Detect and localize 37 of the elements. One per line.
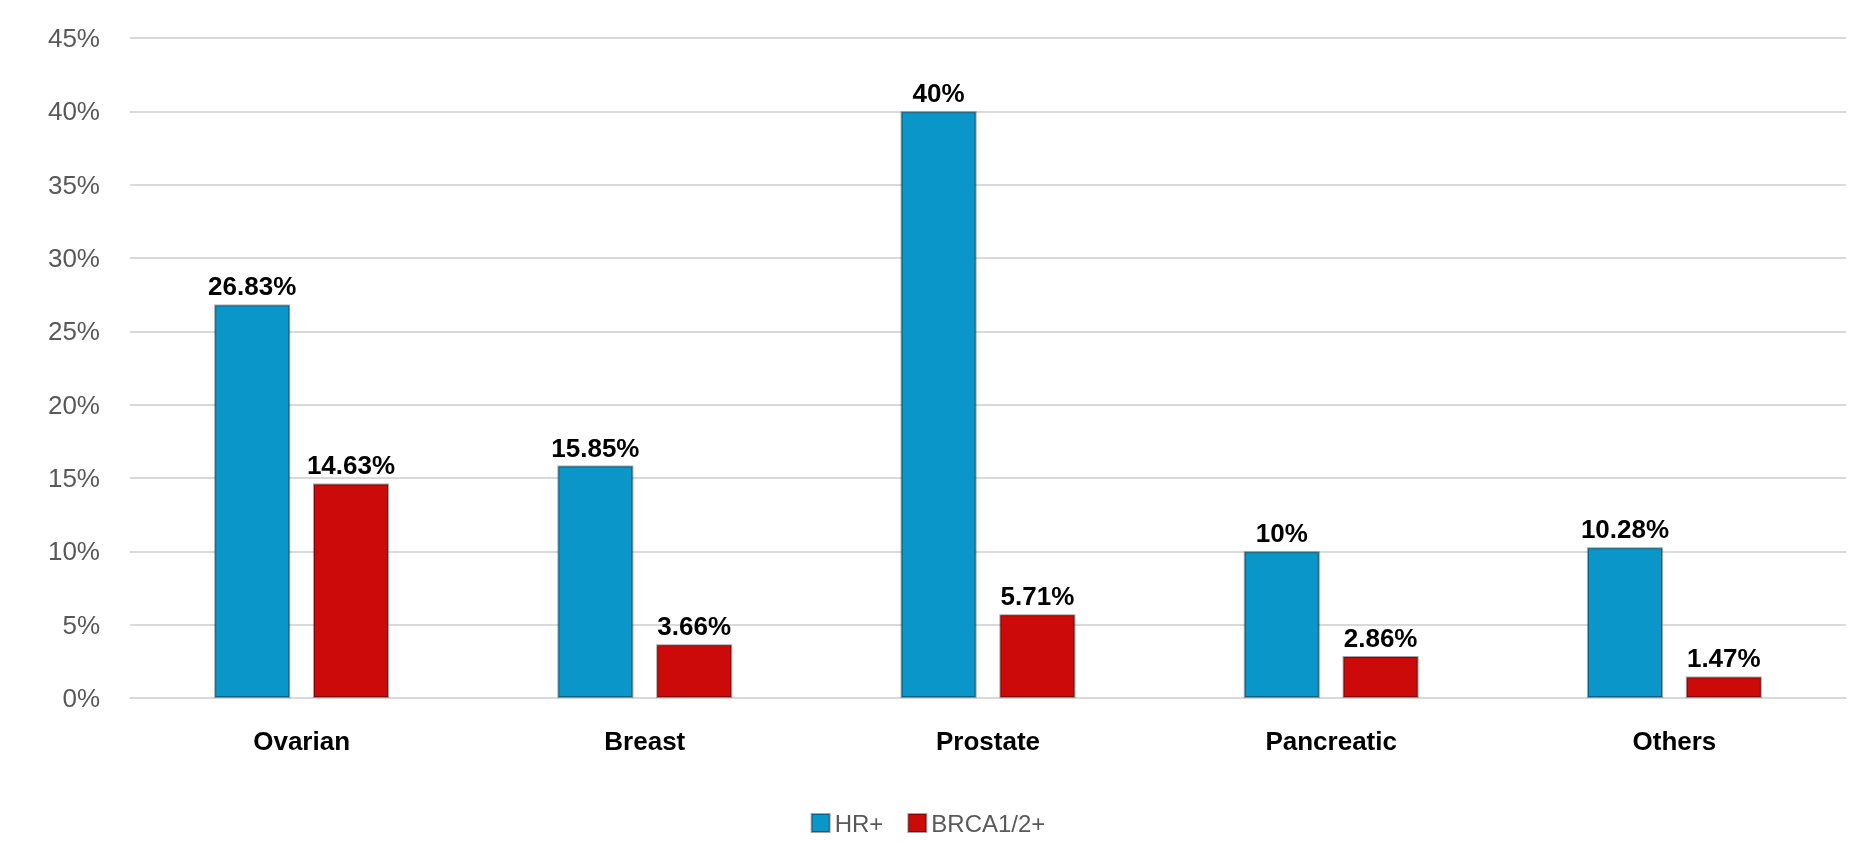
data-label: 1.47% — [1686, 643, 1761, 674]
bar — [1587, 547, 1663, 698]
legend-label: HR+ — [834, 809, 884, 837]
bar — [1342, 656, 1419, 698]
bar — [313, 483, 389, 698]
y-tick-label: 30% — [47, 243, 100, 273]
y-tick-label: 10% — [47, 536, 100, 567]
y-tick-label: 5% — [62, 609, 100, 640]
x-tick-label: Pancreatic — [1265, 726, 1397, 756]
data-label: 26.83% — [208, 271, 297, 302]
data-label: 10% — [1255, 518, 1308, 549]
data-label: 2.86% — [1343, 623, 1418, 654]
data-label: 5.71% — [1000, 581, 1075, 612]
y-tick-label: 25% — [47, 316, 100, 347]
data-label: 3.66% — [657, 611, 732, 642]
bar — [900, 111, 977, 698]
y-tick-label: 45% — [47, 23, 100, 53]
bar — [214, 304, 291, 698]
bar — [1243, 551, 1320, 698]
x-tick-label: Breast — [604, 726, 686, 756]
bar — [557, 465, 634, 698]
y-tick-label: 35% — [47, 169, 100, 200]
y-tick-label: 0% — [62, 683, 100, 713]
bar — [1685, 676, 1762, 698]
data-label: 15.85% — [551, 432, 640, 463]
x-tick-label: Others — [1632, 726, 1717, 756]
data-label: 40% — [912, 78, 965, 109]
y-tick-label: 15% — [47, 463, 100, 493]
y-tick-label: 40% — [47, 96, 100, 127]
x-tick-label: Prostate — [935, 726, 1041, 756]
bar — [999, 614, 1076, 698]
x-tick-label: Ovarian — [253, 726, 351, 756]
y-tick-label: 20% — [47, 389, 100, 420]
data-label: 10.28% — [1580, 514, 1670, 545]
data-label: 14.63% — [306, 450, 396, 481]
bar — [656, 644, 733, 698]
legend-label: BRCA1/2+ — [931, 809, 1046, 837]
